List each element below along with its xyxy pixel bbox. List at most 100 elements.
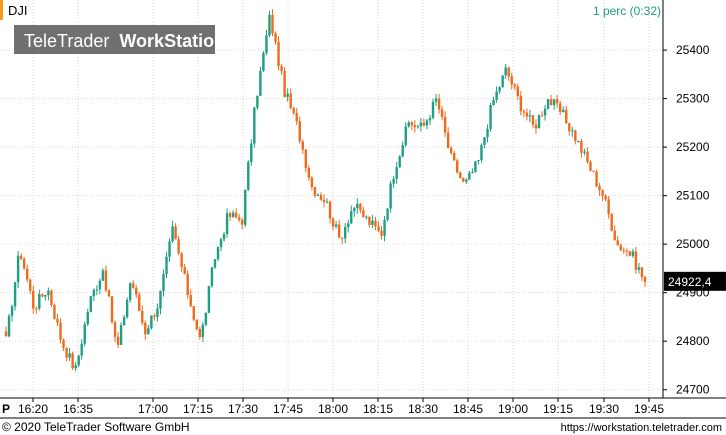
candle-body bbox=[131, 283, 135, 288]
candle bbox=[404, 122, 407, 147]
candle-body bbox=[371, 220, 374, 225]
candle bbox=[32, 285, 35, 314]
candle-body bbox=[80, 343, 83, 356]
candle bbox=[586, 147, 589, 164]
candle-body bbox=[250, 143, 253, 163]
candlestick-series bbox=[4, 9, 647, 372]
candle bbox=[210, 266, 214, 288]
website-link[interactable]: https://workstation.teletrader.com bbox=[561, 422, 722, 434]
x-tick-label: 19:30 bbox=[589, 402, 619, 416]
candle-body bbox=[113, 322, 117, 337]
candle bbox=[280, 63, 283, 75]
candle-body bbox=[174, 226, 177, 240]
x-axis[interactable]: 16:20 16:35 17:00 17:15 17:30 17:45 18:00 18:15… bbox=[18, 398, 664, 416]
candle bbox=[35, 306, 38, 314]
candle-body bbox=[44, 295, 47, 297]
candle-body bbox=[262, 52, 265, 71]
candle bbox=[180, 251, 183, 273]
candle-body bbox=[347, 223, 350, 227]
candle-body bbox=[446, 132, 450, 149]
candle-body bbox=[456, 160, 459, 173]
candle-body bbox=[289, 93, 292, 109]
candle bbox=[77, 355, 80, 368]
watermark-bold: WorkStation bbox=[119, 31, 225, 51]
candle-body bbox=[301, 141, 304, 150]
candle bbox=[537, 114, 541, 129]
interval-label[interactable]: 1 perc (0:32) bbox=[593, 4, 661, 18]
candle bbox=[410, 120, 414, 131]
candle-body bbox=[359, 203, 362, 211]
candle-body bbox=[50, 290, 53, 306]
candle bbox=[92, 288, 96, 302]
candle-body bbox=[613, 230, 616, 241]
candle bbox=[222, 231, 226, 242]
candle bbox=[589, 160, 592, 172]
candle-body bbox=[147, 328, 150, 335]
x-tick-label: 17:15 bbox=[183, 402, 213, 416]
candle-body bbox=[186, 273, 189, 295]
candle-body bbox=[4, 331, 8, 337]
candle-body bbox=[53, 305, 56, 319]
candle-body bbox=[162, 274, 165, 292]
candle bbox=[104, 265, 108, 292]
candle bbox=[371, 214, 374, 228]
candle-body bbox=[331, 218, 335, 227]
candle-body bbox=[610, 214, 613, 231]
candle bbox=[483, 136, 486, 149]
period-marker[interactable]: P bbox=[2, 402, 10, 416]
candle bbox=[365, 215, 368, 220]
candle-body bbox=[10, 306, 14, 316]
symbol-label[interactable]: DJI bbox=[8, 3, 28, 18]
candle-body bbox=[168, 241, 171, 257]
candle bbox=[13, 281, 17, 311]
candle bbox=[86, 308, 89, 327]
candle-body bbox=[555, 99, 559, 104]
candle-body bbox=[171, 226, 174, 242]
candle-body bbox=[13, 282, 17, 307]
candle-body bbox=[192, 306, 195, 320]
candle-body bbox=[625, 250, 629, 252]
candle bbox=[59, 318, 62, 344]
candle-body bbox=[546, 99, 550, 109]
candle bbox=[62, 338, 65, 351]
candle bbox=[50, 289, 53, 307]
candle bbox=[71, 351, 74, 370]
candle-body bbox=[628, 251, 632, 256]
candle bbox=[171, 220, 174, 243]
candle-body bbox=[62, 339, 65, 348]
candle-body bbox=[425, 120, 429, 126]
candle bbox=[498, 86, 501, 94]
candle bbox=[38, 289, 41, 311]
candle bbox=[446, 127, 450, 149]
candle-body bbox=[222, 234, 226, 240]
candle-body bbox=[392, 178, 395, 184]
candle bbox=[186, 270, 189, 299]
candle-body bbox=[183, 267, 186, 274]
candle-body bbox=[271, 14, 274, 34]
candle-body bbox=[32, 290, 35, 309]
x-tick-label: 17:30 bbox=[228, 402, 258, 416]
candle-body bbox=[274, 33, 277, 42]
candle-body bbox=[29, 279, 32, 291]
candle-body bbox=[453, 152, 456, 161]
candle-body bbox=[207, 286, 211, 313]
candle-body bbox=[144, 322, 147, 335]
candle-body bbox=[395, 167, 398, 179]
candle bbox=[340, 237, 344, 245]
candle bbox=[565, 105, 568, 124]
candle-body bbox=[316, 195, 320, 197]
candle bbox=[286, 88, 289, 102]
candle bbox=[513, 82, 516, 91]
candle-body bbox=[437, 98, 441, 110]
candle-body bbox=[198, 329, 202, 337]
candle-body bbox=[489, 105, 492, 130]
candle-body bbox=[41, 294, 44, 297]
candle-body bbox=[507, 67, 510, 77]
candle-body bbox=[77, 355, 80, 366]
candle bbox=[540, 111, 544, 117]
candle-body bbox=[404, 126, 407, 146]
candle bbox=[271, 9, 274, 37]
candle-body bbox=[59, 322, 62, 340]
